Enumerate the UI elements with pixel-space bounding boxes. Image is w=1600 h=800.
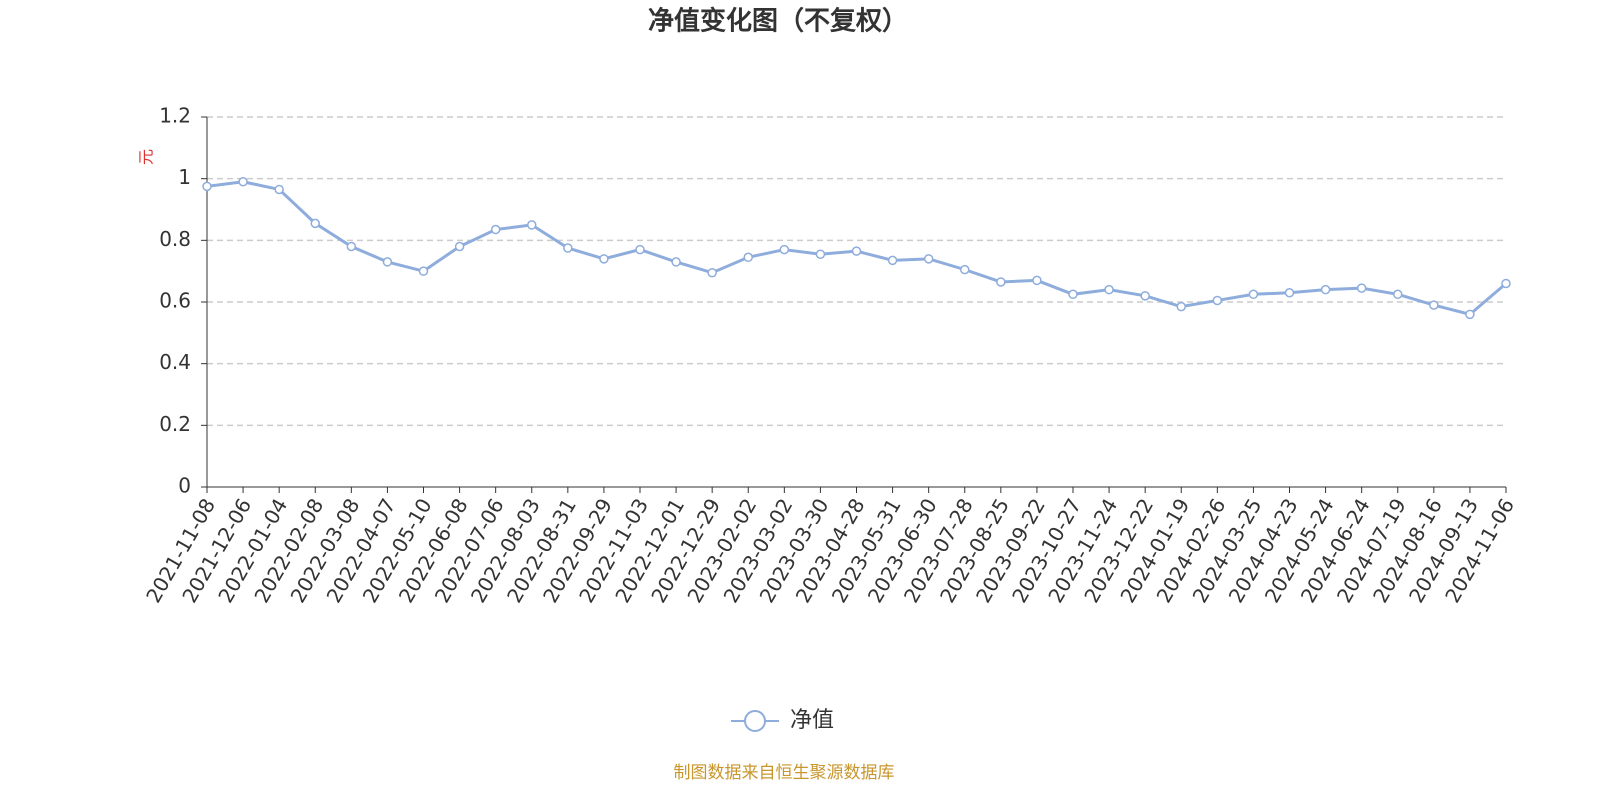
point (1393, 289, 1403, 300)
point (1356, 283, 1367, 293)
point (1284, 288, 1295, 298)
point (960, 264, 970, 275)
y-tick-label: 0.2 (159, 412, 191, 436)
point (490, 224, 501, 235)
point (1212, 295, 1223, 306)
point (382, 257, 393, 267)
point (238, 177, 248, 187)
point (815, 249, 826, 259)
point (671, 257, 681, 267)
y-tick-label: 0 (178, 474, 191, 498)
y-tick-label: 0.6 (159, 289, 191, 313)
y-axis-label: 元 (137, 149, 156, 165)
point (563, 243, 573, 253)
legend-label: 净值 (790, 708, 834, 733)
source-note: 制图数据来自恒生聚源数据库 (674, 763, 895, 783)
point (1320, 284, 1331, 295)
point (923, 254, 934, 264)
point (1465, 309, 1475, 320)
point (743, 252, 753, 263)
legend-marker (744, 710, 766, 732)
point (599, 254, 609, 264)
point (887, 255, 898, 266)
point (996, 277, 1006, 287)
point (635, 244, 645, 255)
chart-title: 净值变化图（不复权） (648, 6, 908, 37)
point (418, 266, 429, 276)
point (310, 218, 320, 229)
point (851, 246, 862, 256)
point (454, 241, 465, 252)
point (779, 244, 790, 255)
point (1176, 301, 1186, 312)
y-tick-label: 1.2 (159, 104, 191, 128)
point (1032, 275, 1042, 286)
point (707, 267, 717, 278)
point (1501, 278, 1511, 289)
y-tick-label: 0.4 (159, 350, 191, 374)
point (274, 184, 284, 195)
point (346, 241, 357, 252)
point (1068, 289, 1078, 300)
point (202, 181, 212, 192)
point (1429, 300, 1439, 310)
point (527, 220, 537, 230)
point (1104, 284, 1114, 295)
point (1248, 289, 1259, 300)
y-tick-label: 0.8 (159, 227, 191, 251)
point (1140, 291, 1150, 301)
y-tick-label: 1 (178, 165, 191, 189)
